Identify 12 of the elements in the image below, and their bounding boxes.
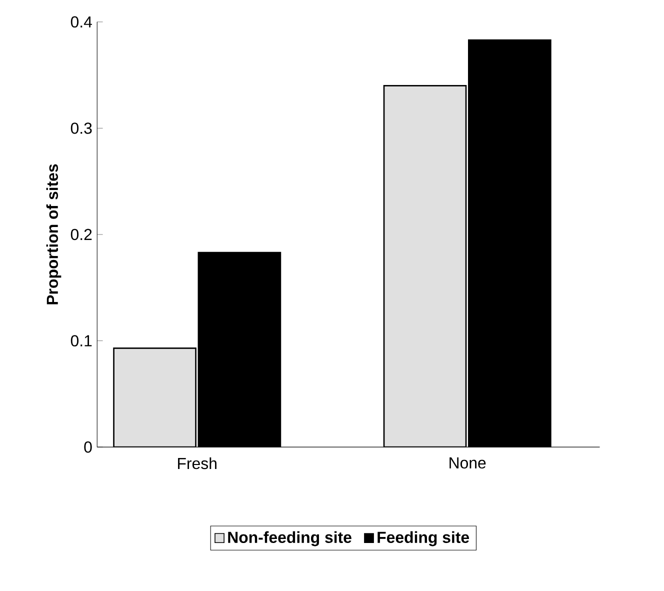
y-tick-label: 0.3 — [70, 122, 92, 134]
x-tick-label: Fresh — [178, 457, 216, 470]
y-tick-label: 0.4 — [70, 16, 92, 28]
y-tick-label: 0.1 — [70, 335, 92, 346]
bar — [113, 348, 196, 448]
x-tick-label: None — [450, 457, 486, 469]
legend-label: Non-feeding site — [228, 531, 352, 546]
y-axis-title: Proportion of sites — [46, 164, 62, 304]
y-tick-label: 0.2 — [70, 228, 92, 240]
y-tick-label: 0 — [84, 441, 92, 453]
legend-label: Feeding site — [378, 531, 470, 546]
bar — [383, 85, 467, 448]
